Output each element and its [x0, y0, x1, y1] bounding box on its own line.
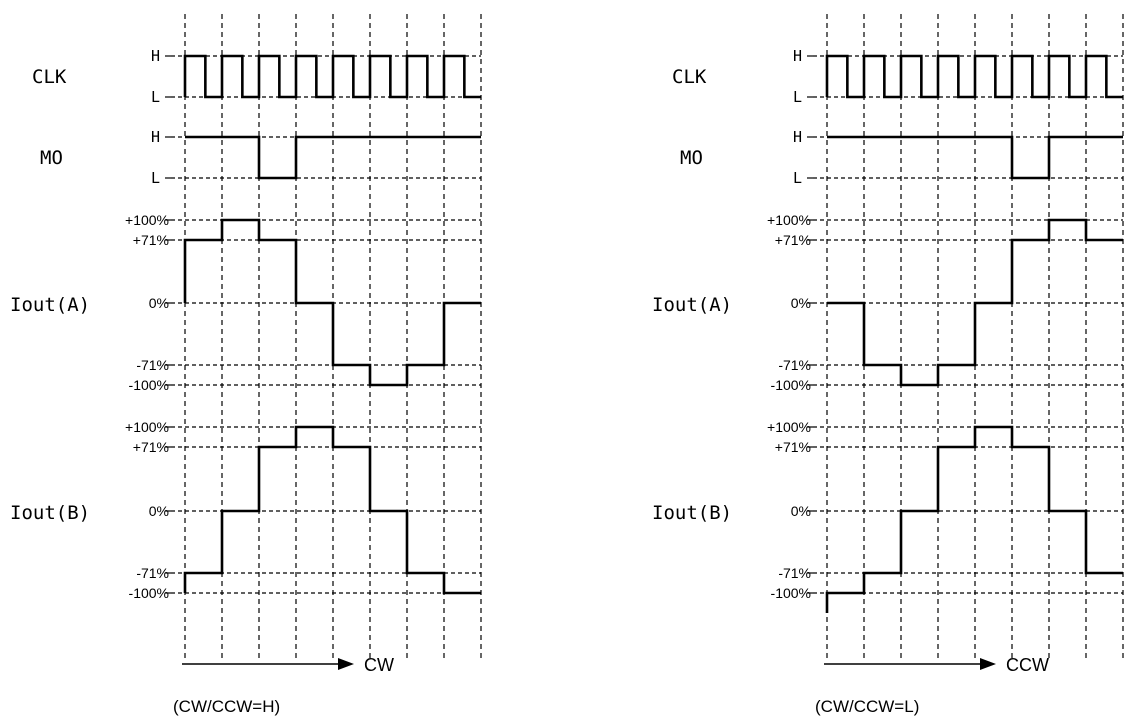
level-label: +71% — [775, 439, 811, 455]
level-label: L — [151, 169, 160, 187]
level-label: H — [151, 47, 160, 65]
level-label: -71% — [136, 357, 169, 373]
level-label: -71% — [778, 565, 811, 581]
iout-a-waveform — [827, 218, 1123, 387]
level-label: 0% — [791, 503, 811, 519]
level-label: L — [793, 169, 802, 187]
level-label: 0% — [149, 295, 169, 311]
level-label: L — [793, 88, 802, 106]
mo-signal-name: MO — [680, 147, 703, 169]
level-label: -100% — [129, 585, 169, 601]
level-label: -100% — [129, 377, 169, 393]
panel-caption: (CW/CCW=L) — [815, 697, 919, 716]
level-label: +71% — [775, 232, 811, 248]
level-label: -71% — [778, 357, 811, 373]
direction-arrow-head — [980, 658, 996, 670]
iout-a-waveform — [183, 218, 481, 387]
level-label: +100% — [767, 212, 811, 228]
level-label: -71% — [136, 565, 169, 581]
level-label: -100% — [771, 585, 811, 601]
ccw-timing-panel: H L H L +100% +100% +71% +71% 0% 0% -71% -71% -100% -… — [652, 14, 1124, 716]
iout-b-waveform — [183, 425, 481, 595]
iout-a-signal-name: Iout(A) — [652, 294, 732, 316]
level-label: H — [151, 128, 160, 146]
level-label: +71% — [133, 439, 169, 455]
mo-waveform — [827, 135, 1123, 180]
direction-label: CCW — [1006, 655, 1049, 675]
clk-signal-name: CLK — [672, 66, 707, 88]
mo-signal-name: MO — [40, 147, 63, 169]
level-label: H — [793, 128, 802, 146]
direction-arrow-head — [338, 658, 354, 670]
cw-timing-panel: H L H L +100% +100% +71% +71% 0% 0% -71% -71% -100% -… — [10, 14, 482, 716]
clk-waveform — [825, 54, 1123, 99]
level-label: -100% — [771, 377, 811, 393]
iout-b-signal-name: Iout(B) — [652, 502, 732, 524]
clk-waveform — [183, 54, 481, 99]
level-label: +100% — [125, 212, 169, 228]
level-label: 0% — [791, 295, 811, 311]
panel-caption: (CW/CCW=H) — [173, 697, 280, 716]
level-label: H — [793, 47, 802, 65]
level-label: L — [151, 88, 160, 106]
clk-signal-name: CLK — [32, 66, 67, 88]
iout-b-waveform — [825, 425, 1123, 613]
level-label: +71% — [133, 232, 169, 248]
mo-waveform — [185, 135, 481, 180]
level-label: +100% — [767, 419, 811, 435]
iout-b-signal-name: Iout(B) — [10, 502, 90, 524]
iout-a-signal-name: Iout(A) — [10, 294, 90, 316]
direction-label: CW — [364, 655, 394, 675]
level-label: 0% — [149, 503, 169, 519]
level-label: +100% — [125, 419, 169, 435]
